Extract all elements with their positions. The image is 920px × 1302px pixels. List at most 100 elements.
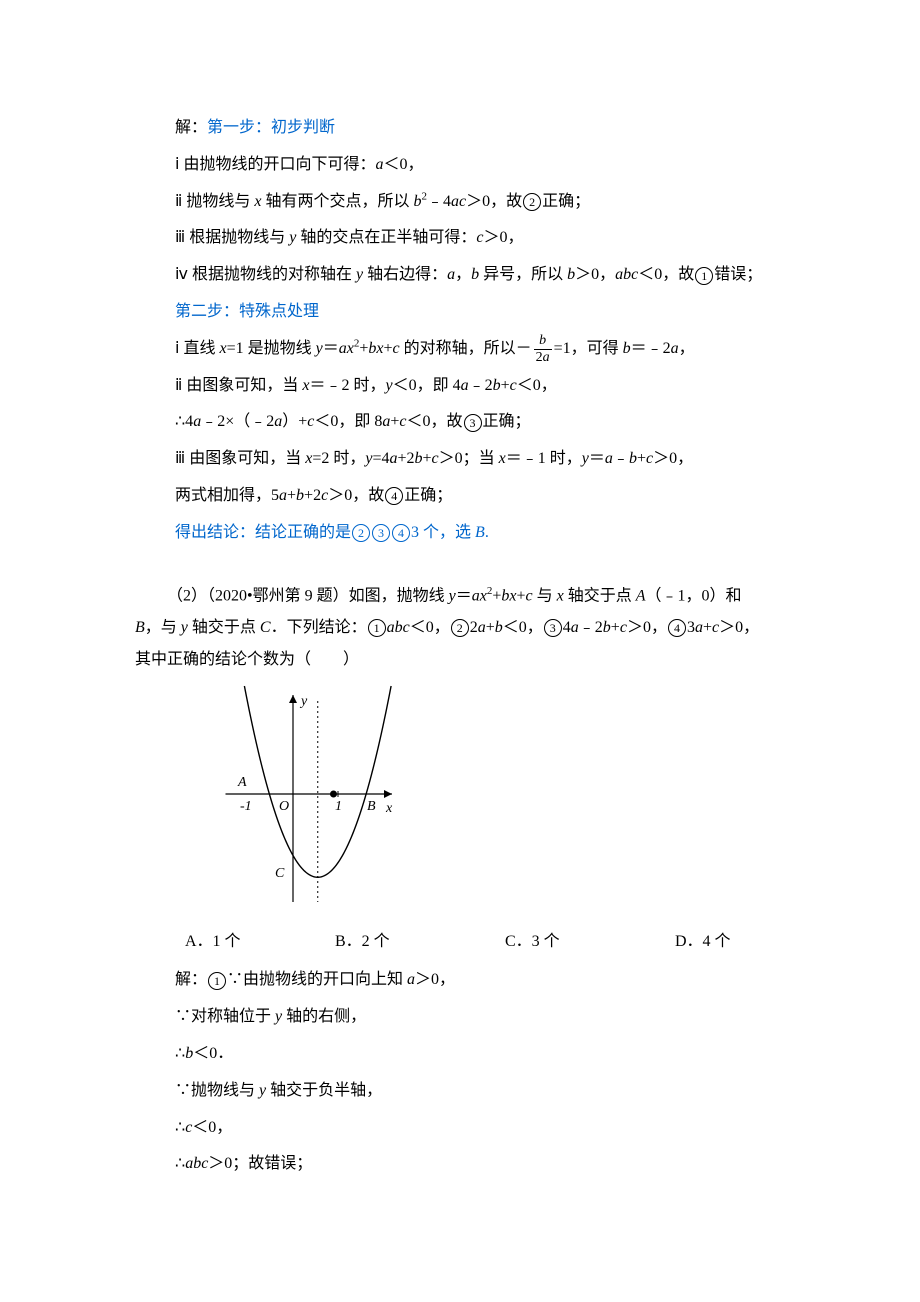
text: ﹣2×（﹣2 [201, 413, 274, 430]
text: . [485, 524, 489, 541]
math: b [623, 340, 631, 357]
option-a: A．1 个 [185, 928, 335, 957]
var-x: x [557, 587, 564, 604]
text: + [383, 340, 392, 357]
math: ax [472, 587, 487, 604]
text: ＝﹣2 [631, 340, 671, 357]
text: 2 [470, 619, 478, 636]
text: ＞0， [575, 266, 615, 283]
sol1-s2-ii: ⅱ 由图象可知，当 x＝﹣2 时，y＜0，即 4a﹣2b+c＜0， [175, 368, 790, 405]
text: ＝ [589, 450, 605, 467]
math: a [447, 266, 455, 283]
sol1-ii: ⅱ 抛物线与 x 轴有两个交点，所以 b2﹣4ac＞0，故2正确； [175, 184, 790, 221]
svg-text:y: y [299, 694, 308, 709]
math: b [495, 619, 503, 636]
circled-1: 1 [695, 267, 713, 285]
sol1-iv: ⅳ 根据抛物线的对称轴在 y 轴右边得：a，b 异号，所以 b＞0，abc＜0，… [175, 257, 790, 294]
math: b [603, 619, 611, 636]
text: +2 [397, 450, 414, 467]
text: + [287, 487, 296, 504]
math: b [629, 450, 637, 467]
text: ⅳ 根据抛物线的对称轴在 [175, 266, 356, 283]
step2-label: 第二步：特殊点处理 [175, 294, 790, 331]
q2-line2: B，与 y 轴交于点 C．下列结论：1abc＜0，22a+b＜0，34a﹣2b+… [135, 612, 790, 644]
text: =1 是抛物线 [227, 340, 316, 357]
text: ＜0， [503, 619, 543, 636]
text: ⅰ 由抛物线的开口向下可得： [175, 156, 375, 173]
text: + [637, 450, 646, 467]
sol1-s2-i: ⅰ 直线 x=1 是抛物线 y＝ax2+bx+c 的对称轴，所以－b2a=1，可… [175, 331, 790, 368]
svg-text:C: C [275, 866, 285, 881]
text: 得出结论：结论正确的是 [175, 524, 351, 541]
text: + [611, 619, 620, 636]
text: ⅱ 抛物线与 [175, 193, 254, 210]
text: 轴交于点 [564, 587, 636, 604]
text: ﹣2 [469, 377, 493, 394]
text: （2）（2020•鄂州第 9 题）如图，抛物线 [167, 587, 449, 604]
point-B: B [135, 619, 145, 636]
text: ．下列结论： [271, 619, 367, 636]
math: y [449, 587, 456, 604]
sol1-conclusion: 得出结论：结论正确的是2343 个，选 B. [175, 515, 790, 552]
math: ax [339, 340, 354, 357]
math: a [571, 619, 579, 636]
text: 轴有两个交点，所以 [261, 193, 413, 210]
text: + [703, 619, 712, 636]
text: + [359, 340, 368, 357]
math: c [620, 619, 627, 636]
text: 解： [175, 119, 207, 136]
circled-4: 4 [392, 524, 410, 542]
text: ⅲ 根据抛物线与 [175, 229, 289, 246]
text: ＜0， [192, 1119, 232, 1136]
circled-3: 3 [372, 524, 390, 542]
math: b [471, 266, 479, 283]
text: ＝﹣1 时， [506, 450, 582, 467]
text: ＞0，故 [328, 487, 384, 504]
math: y [385, 377, 392, 394]
math: bx [368, 340, 383, 357]
math: a [407, 971, 415, 988]
sol2-l5: ∴c＜0， [175, 1110, 790, 1147]
option-d: D．4 个 [675, 928, 731, 957]
math: x [499, 450, 506, 467]
text: + [423, 450, 432, 467]
text: =1，可得 [554, 340, 623, 357]
circled-1: 1 [208, 972, 226, 990]
text: ＝ [456, 587, 472, 604]
math: a [605, 450, 613, 467]
sol2-l4: ∵抛物线与 y 轴交于负半轴， [175, 1073, 790, 1110]
math: abc [185, 1155, 208, 1172]
sol1-s2-iv: 两式相加得，5a+b+2c＞0，故4正确； [175, 478, 790, 515]
text: 解： [175, 971, 207, 988]
text: 4 [563, 619, 571, 636]
text: ＜0，故 [407, 413, 463, 430]
math: c [399, 413, 406, 430]
text: + [501, 377, 510, 394]
math: c [432, 450, 439, 467]
text: 异号，所以 [479, 266, 567, 283]
text: +2 [304, 487, 321, 504]
circled-4: 4 [385, 487, 403, 505]
text: ＜0， [517, 377, 557, 394]
sol1-s2-iii: ⅲ 由图象可知，当 x=2 时，y=4a+2b+c＞0；当 x＝﹣1 时，y＝a… [175, 441, 790, 478]
text: ∵抛物线与 [175, 1082, 259, 1099]
text: ＜0，即 8 [314, 413, 382, 430]
text: 错误； [714, 266, 762, 283]
text: + [516, 587, 525, 604]
q2-line1: （2）（2020•鄂州第 9 题）如图，抛物线 y＝ax2+bx+c 与 x 轴… [135, 580, 790, 612]
parabola-graph: xyO1-1ABC [205, 684, 790, 924]
math: ac [451, 193, 466, 210]
text: ＞0， [415, 971, 455, 988]
sol2-l6: ∴abc＞0；故错误； [175, 1146, 790, 1183]
text: =4 [372, 450, 389, 467]
circled-3: 3 [544, 619, 562, 637]
text: 轴右边得： [363, 266, 447, 283]
sol1-opener: 解：第一步：初步判断 [175, 110, 790, 147]
text: ＜0，故 [638, 266, 694, 283]
text: ∴4 [175, 413, 193, 430]
svg-text:1: 1 [335, 799, 342, 814]
text: ∴ [175, 1119, 185, 1136]
text: ＞0；故错误； [208, 1155, 312, 1172]
svg-text:O: O [279, 799, 289, 814]
text: ⅲ 由图象可知，当 [175, 450, 305, 467]
